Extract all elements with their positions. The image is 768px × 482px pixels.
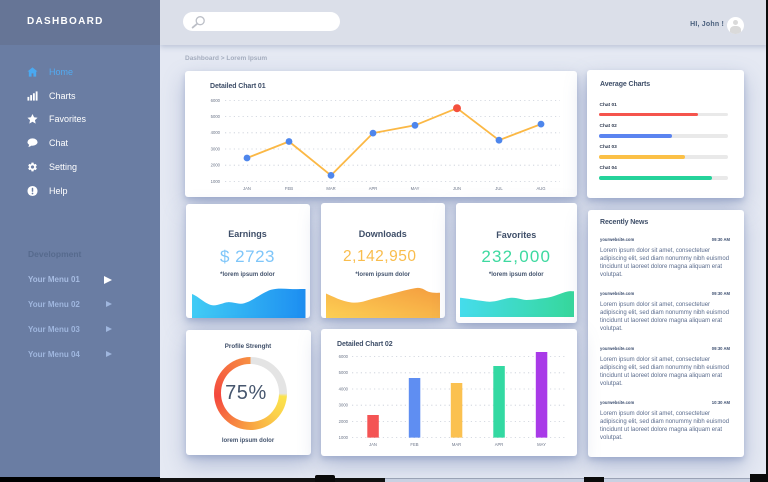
svg-text:AUG: AUG: [536, 186, 545, 191]
svg-text:MAY: MAY: [410, 186, 419, 191]
svg-text:5000: 5000: [338, 370, 348, 375]
svg-text:APR: APR: [494, 442, 503, 447]
svg-text:JAN: JAN: [369, 442, 377, 447]
svg-text:6000: 6000: [210, 98, 220, 103]
svg-text:JUL: JUL: [495, 186, 503, 191]
svg-text:JUN: JUN: [452, 186, 460, 191]
svg-text:FEB: FEB: [410, 442, 418, 447]
svg-text:MAR: MAR: [326, 186, 335, 191]
svg-text:FEB: FEB: [284, 186, 292, 191]
svg-text:2000: 2000: [338, 419, 348, 424]
svg-text:3000: 3000: [210, 146, 220, 151]
svg-text:MAR: MAR: [451, 442, 460, 447]
svg-text:1000: 1000: [338, 435, 348, 440]
svg-text:APR: APR: [368, 186, 377, 191]
svg-text:2000: 2000: [210, 163, 220, 168]
svg-text:4000: 4000: [210, 130, 220, 135]
svg-text:6000: 6000: [338, 354, 348, 359]
svg-text:3000: 3000: [338, 403, 348, 408]
svg-text:1000: 1000: [210, 179, 220, 184]
svg-text:5000: 5000: [210, 114, 220, 119]
svg-text:MAY: MAY: [537, 442, 546, 447]
svg-text:JAN: JAN: [243, 186, 251, 191]
svg-text:4000: 4000: [338, 386, 348, 391]
